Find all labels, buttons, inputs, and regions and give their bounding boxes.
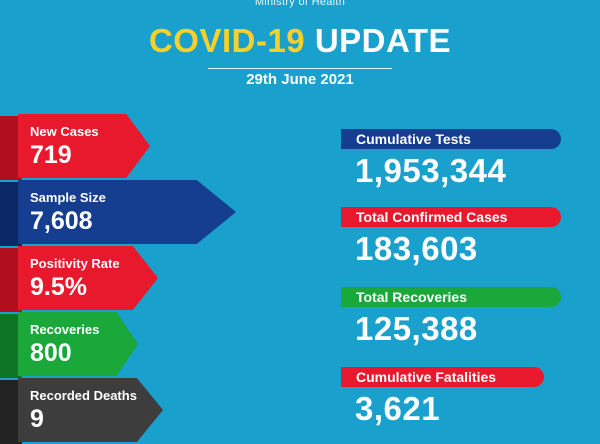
cumulative-fatalities-label: Cumulative Fatalities <box>341 367 544 387</box>
page-title: COVID-19 UPDATE <box>0 22 600 60</box>
cumulative-tests-label: Cumulative Tests <box>341 129 561 149</box>
stat-sample-size: Sample Size 7,608 <box>18 180 236 244</box>
total-confirmed-label: Total Confirmed Cases <box>341 207 561 227</box>
title-divider <box>208 68 392 69</box>
stat-new-cases: New Cases 719 <box>18 114 150 178</box>
ribbon-fold <box>0 314 22 378</box>
ribbon-fold <box>0 182 22 246</box>
total-recoveries-value: 125,388 <box>355 310 478 347</box>
stat-value: 800 <box>30 339 72 367</box>
stat-value: 9 <box>30 405 44 433</box>
stat-label: Positivity Rate <box>30 256 120 271</box>
stat-label: Recoveries <box>30 322 100 337</box>
cumulative-fatalities-value: 3,621 <box>355 390 441 427</box>
stat-value: 7,608 <box>30 207 93 235</box>
cumulative-tests-value: 1,953,344 <box>355 152 507 189</box>
ministry-label: Ministry of Health <box>254 0 346 8</box>
stat-recoveries: Recoveries 800 <box>18 312 138 376</box>
total-confirmed-value: 183,603 <box>355 230 478 267</box>
total-recoveries-label: Total Recoveries <box>341 287 561 307</box>
update-date: 29th June 2021 <box>246 71 354 88</box>
stat-label: Recorded Deaths <box>30 388 137 403</box>
stat-label: New Cases <box>30 124 99 139</box>
ribbon-fold <box>0 116 22 180</box>
stat-recorded-deaths: Recorded Deaths 9 <box>18 378 163 442</box>
stat-label: Sample Size <box>30 190 106 205</box>
stat-value: 9.5% <box>30 273 87 301</box>
ribbon-fold <box>0 248 22 312</box>
stat-positivity-rate: Positivity Rate 9.5% <box>18 246 158 310</box>
title-highlight: COVID-19 <box>148 22 306 59</box>
stat-value: 719 <box>30 141 72 169</box>
title-rest: UPDATE <box>314 22 452 59</box>
